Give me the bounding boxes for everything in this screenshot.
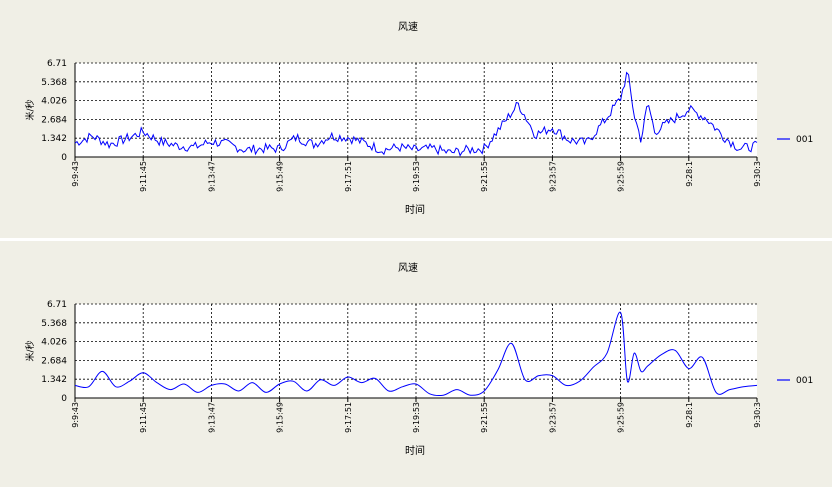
y-tick-label: 0 xyxy=(61,153,67,163)
x-tick-label: 9:9:43 xyxy=(71,161,80,187)
series-line-001 xyxy=(74,71,758,157)
x-tick-label: 9:21:55 xyxy=(480,161,489,192)
x-tick-label: 9:9:43 xyxy=(71,402,80,428)
wind-speed-chart-2: 风速 0 1.342 2.684 4.026 5.368 6.71 9:9:43 9:11:45… xyxy=(24,262,813,457)
y-tick-label: 1.342 xyxy=(41,134,67,144)
wind-speed-chart-1: 风速 0 1.342 2.684 4.026 5.368 6.71 9:9:43 9:11:45… xyxy=(24,21,813,216)
x-tick-label: 9:30:3 xyxy=(753,402,762,428)
x-tick-label: 9:11:45 xyxy=(139,402,148,433)
y-tick-label: 2.684 xyxy=(41,356,67,366)
x-axis-label: 时间 xyxy=(405,203,425,216)
chart-panel-1: 风速 0 1.342 2.684 4.026 5.368 6.71 9:9:43 9:11:45… xyxy=(0,0,832,239)
y-tick-label: 2.684 xyxy=(41,115,67,125)
y-tick-label: 5.368 xyxy=(41,78,67,88)
series-line-001 xyxy=(74,311,758,397)
y-tick-label: 5.368 xyxy=(41,319,67,329)
x-tick-label: 9:15:49 xyxy=(276,161,285,192)
x-tick-label: 9:28:1 xyxy=(685,402,694,428)
y-tick-label: 4.026 xyxy=(41,338,67,348)
plot-area xyxy=(75,63,757,157)
y-axis-label: 米/秒 xyxy=(24,340,36,361)
plot-area xyxy=(75,304,757,398)
x-tick-label: 9:17:51 xyxy=(344,402,353,433)
x-tick-label: 9:13:47 xyxy=(207,161,216,192)
legend-label: 001 xyxy=(796,376,813,386)
y-tick-label: 6.71 xyxy=(47,300,67,310)
x-tick-label: 9:13:47 xyxy=(207,402,216,433)
legend-label: 001 xyxy=(796,135,813,145)
x-tick-label: 9:25:59 xyxy=(617,402,626,433)
y-tick-label: 1.342 xyxy=(41,375,67,385)
y-tick-label: 6.71 xyxy=(47,59,67,69)
chart-title: 风速 xyxy=(398,262,418,274)
y-tick-label: 4.026 xyxy=(41,97,67,107)
y-axis-label: 米/秒 xyxy=(24,99,36,120)
x-tick-label: 9:19:53 xyxy=(412,402,421,433)
x-tick-label: 9:21:55 xyxy=(480,402,489,433)
x-tick-label: 9:23:57 xyxy=(548,402,557,433)
x-tick-label: 9:11:45 xyxy=(139,161,148,192)
x-tick-label: 9:28:1 xyxy=(685,161,694,187)
x-tick-label: 9:30:3 xyxy=(753,161,762,187)
x-tick-label: 9:19:53 xyxy=(412,161,421,192)
x-tick-label: 9:17:51 xyxy=(344,161,353,192)
x-tick-label: 9:15:49 xyxy=(276,402,285,433)
chart-title: 风速 xyxy=(398,21,418,33)
x-tick-label: 9:25:59 xyxy=(617,161,626,192)
panel-divider xyxy=(0,238,832,241)
chart-panel-2: 风速 0 1.342 2.684 4.026 5.368 6.71 9:9:43 9:11:45… xyxy=(0,241,832,483)
y-tick-label: 0 xyxy=(61,394,67,404)
x-tick-label: 9:23:57 xyxy=(548,161,557,192)
x-axis-label: 时间 xyxy=(405,444,425,457)
